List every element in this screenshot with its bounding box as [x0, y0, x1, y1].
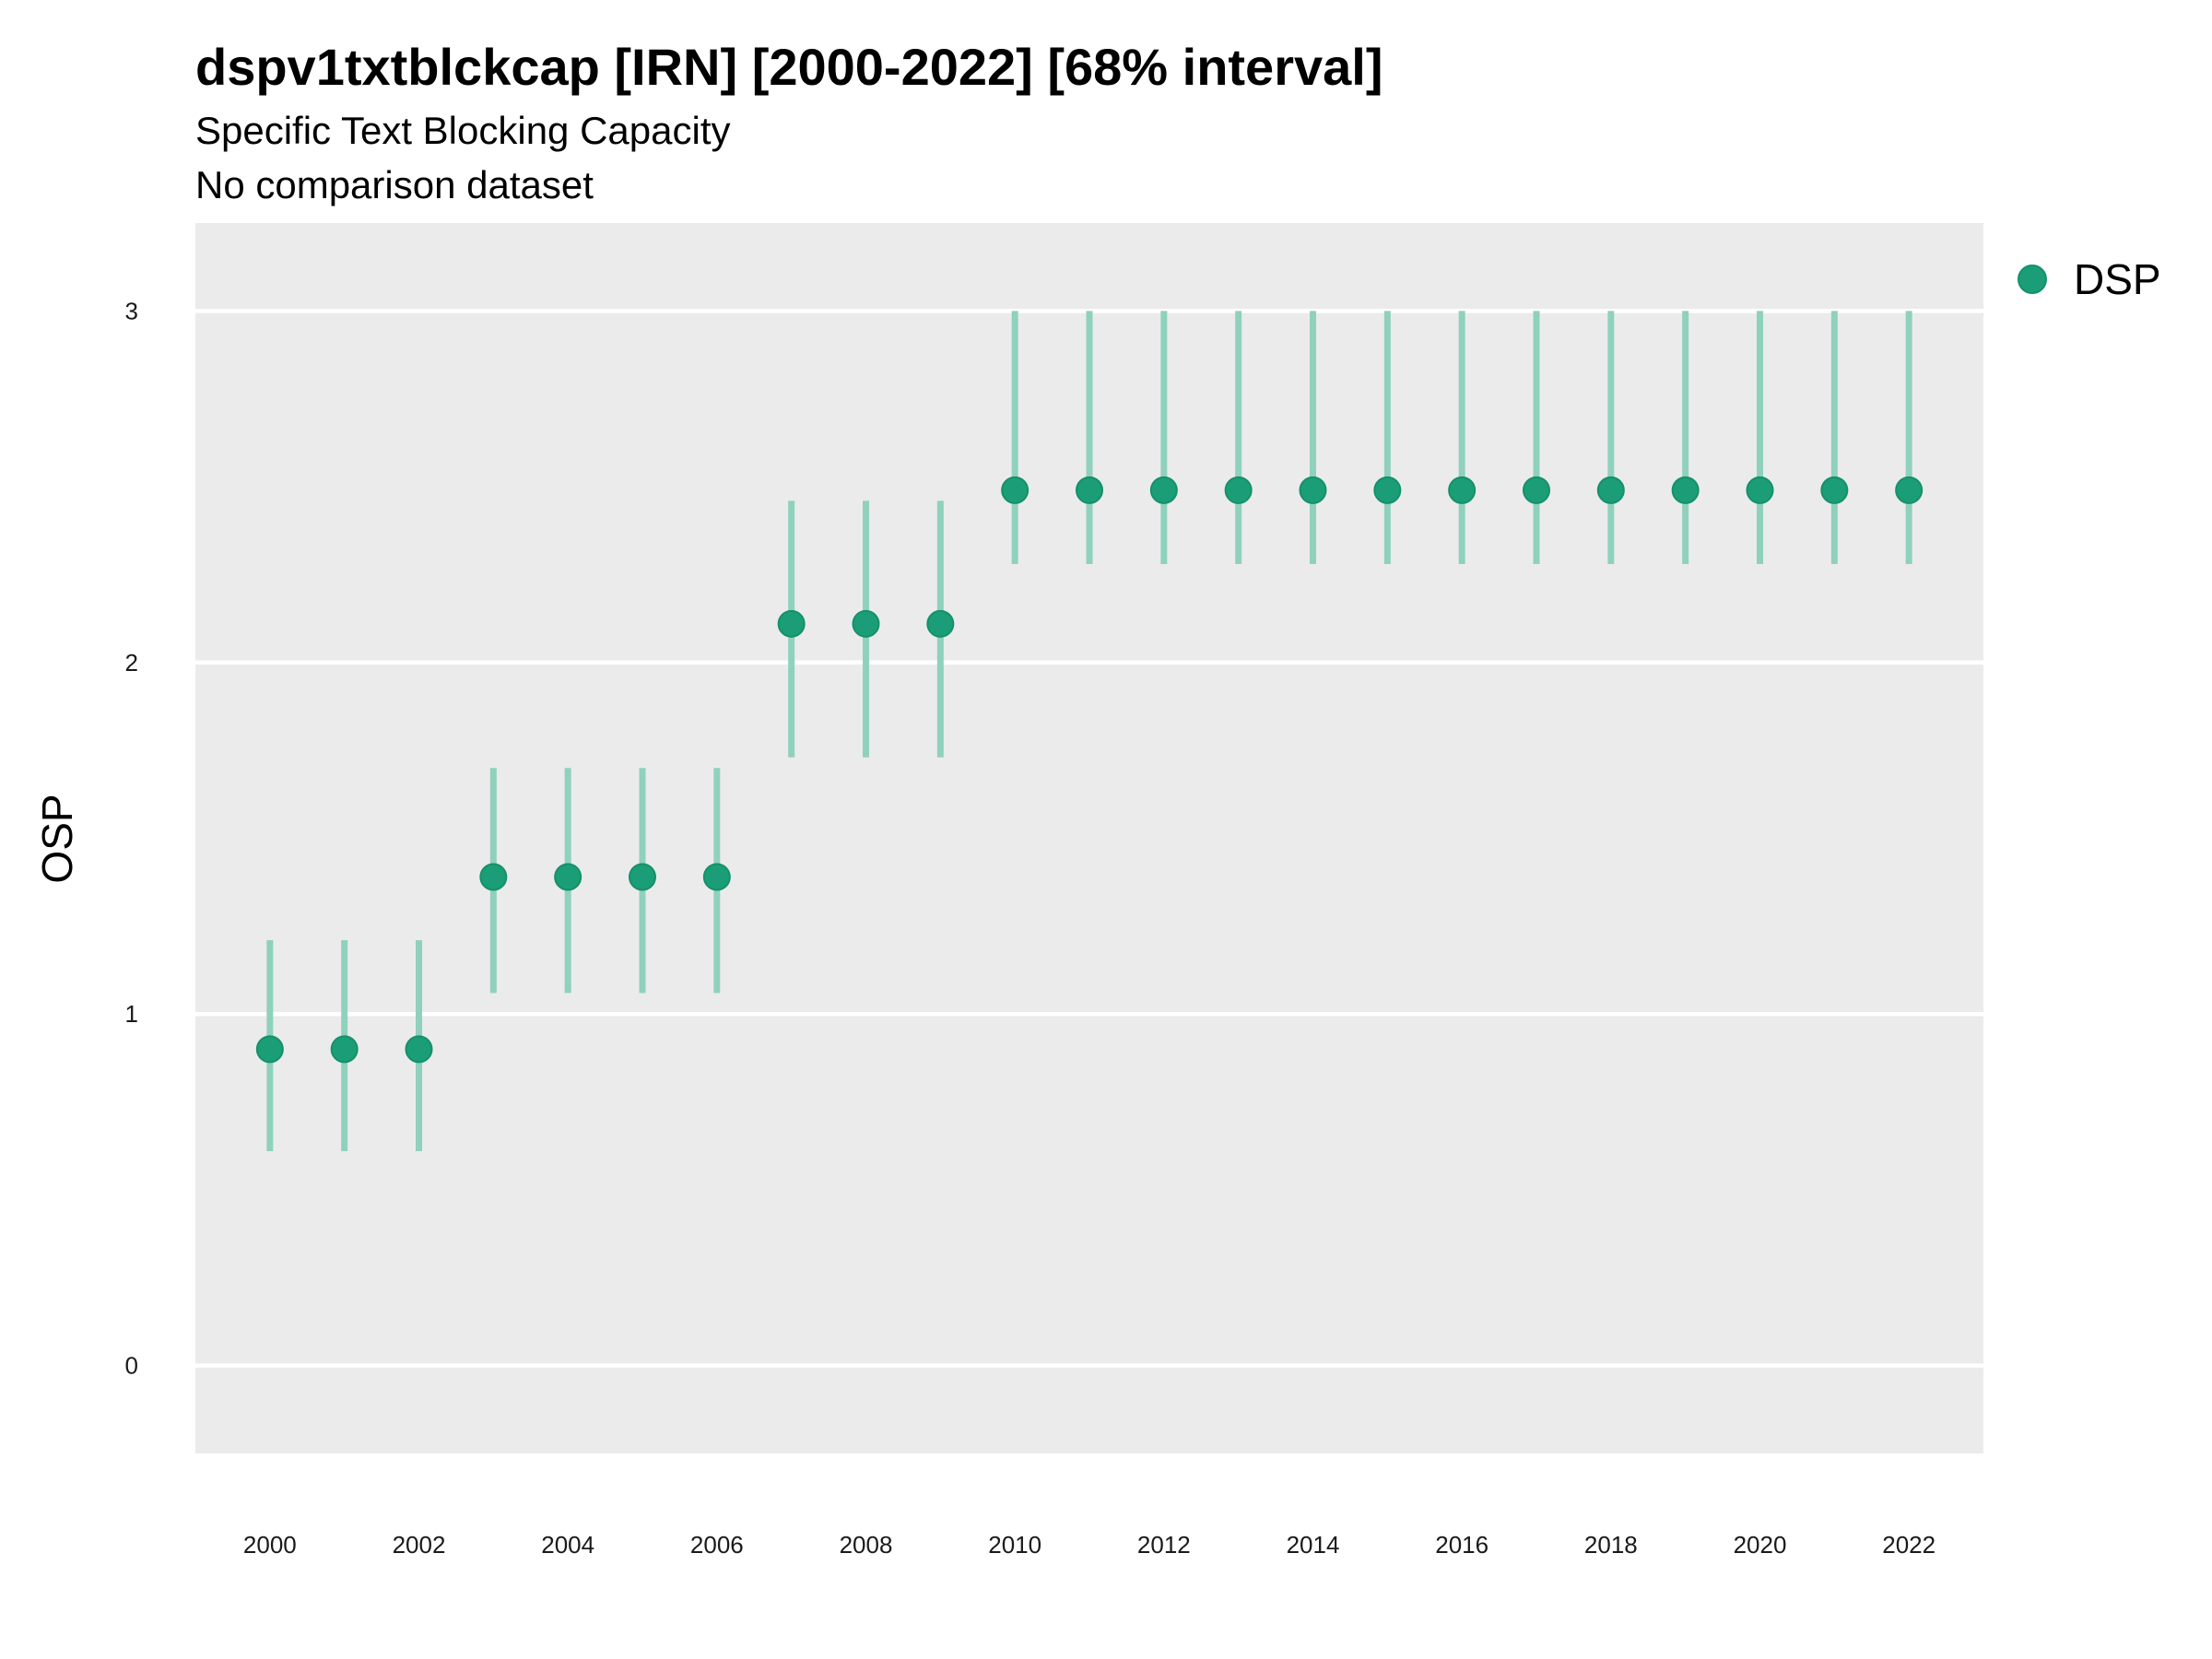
y-tick-label: 3 — [125, 297, 138, 324]
x-tick-label: 2012 — [1137, 1531, 1191, 1559]
data-point — [629, 863, 656, 891]
data-point — [1820, 476, 1849, 504]
y-tick-label: 1 — [125, 1000, 138, 1028]
data-point — [405, 1035, 433, 1064]
data-point — [1671, 476, 1700, 504]
x-tick-label: 2008 — [840, 1531, 893, 1559]
data-point — [777, 609, 806, 638]
data-point — [926, 609, 955, 638]
data-point — [852, 609, 880, 638]
data-point — [1149, 476, 1178, 504]
x-tick-label: 2014 — [1287, 1531, 1340, 1559]
data-point — [1895, 476, 1924, 504]
data-point — [1448, 476, 1477, 504]
y-axis-ticks: 0 1 2 3 — [125, 297, 138, 1379]
x-tick-label: 2018 — [1584, 1531, 1638, 1559]
y-tick-label: 2 — [125, 649, 138, 677]
legend: DSP — [2018, 255, 2161, 303]
y-tick-label: 0 — [125, 1352, 138, 1380]
x-tick-label: 2020 — [1734, 1531, 1787, 1559]
data-point — [702, 863, 731, 891]
data-point — [255, 1035, 284, 1064]
data-point — [330, 1035, 359, 1064]
data-points — [255, 476, 1924, 1064]
data-point — [1523, 476, 1550, 504]
data-point — [1076, 476, 1103, 504]
x-tick-label: 2000 — [243, 1531, 297, 1559]
x-tick-label: 2010 — [988, 1531, 1041, 1559]
chart-caption: No comparison dataset — [195, 163, 594, 206]
x-tick-label: 2006 — [690, 1531, 744, 1559]
x-tick-label: 2002 — [393, 1531, 446, 1559]
x-tick-label: 2016 — [1435, 1531, 1488, 1559]
data-point — [554, 863, 582, 891]
x-tick-label: 2022 — [1882, 1531, 1936, 1559]
y-axis-title: OSP — [33, 794, 81, 883]
data-point — [1373, 476, 1402, 504]
data-point — [479, 863, 508, 891]
chart-title: dspv1txtblckcap [IRN] [2000-2022] [68% i… — [195, 38, 1383, 96]
x-tick-label: 2004 — [541, 1531, 594, 1559]
data-point — [1001, 476, 1030, 504]
data-point — [1746, 476, 1774, 504]
data-point — [1224, 476, 1253, 504]
legend-label-dsp: DSP — [2074, 255, 2161, 303]
data-point — [1299, 476, 1327, 504]
chart-subtitle: Specific Text Blocking Capacity — [195, 109, 731, 152]
data-point — [1596, 476, 1625, 504]
legend-key-dsp — [2018, 265, 2047, 294]
x-axis-ticks: 2000 2002 2004 2006 2008 2010 2012 2014 2016 2018… — [243, 1531, 1936, 1559]
